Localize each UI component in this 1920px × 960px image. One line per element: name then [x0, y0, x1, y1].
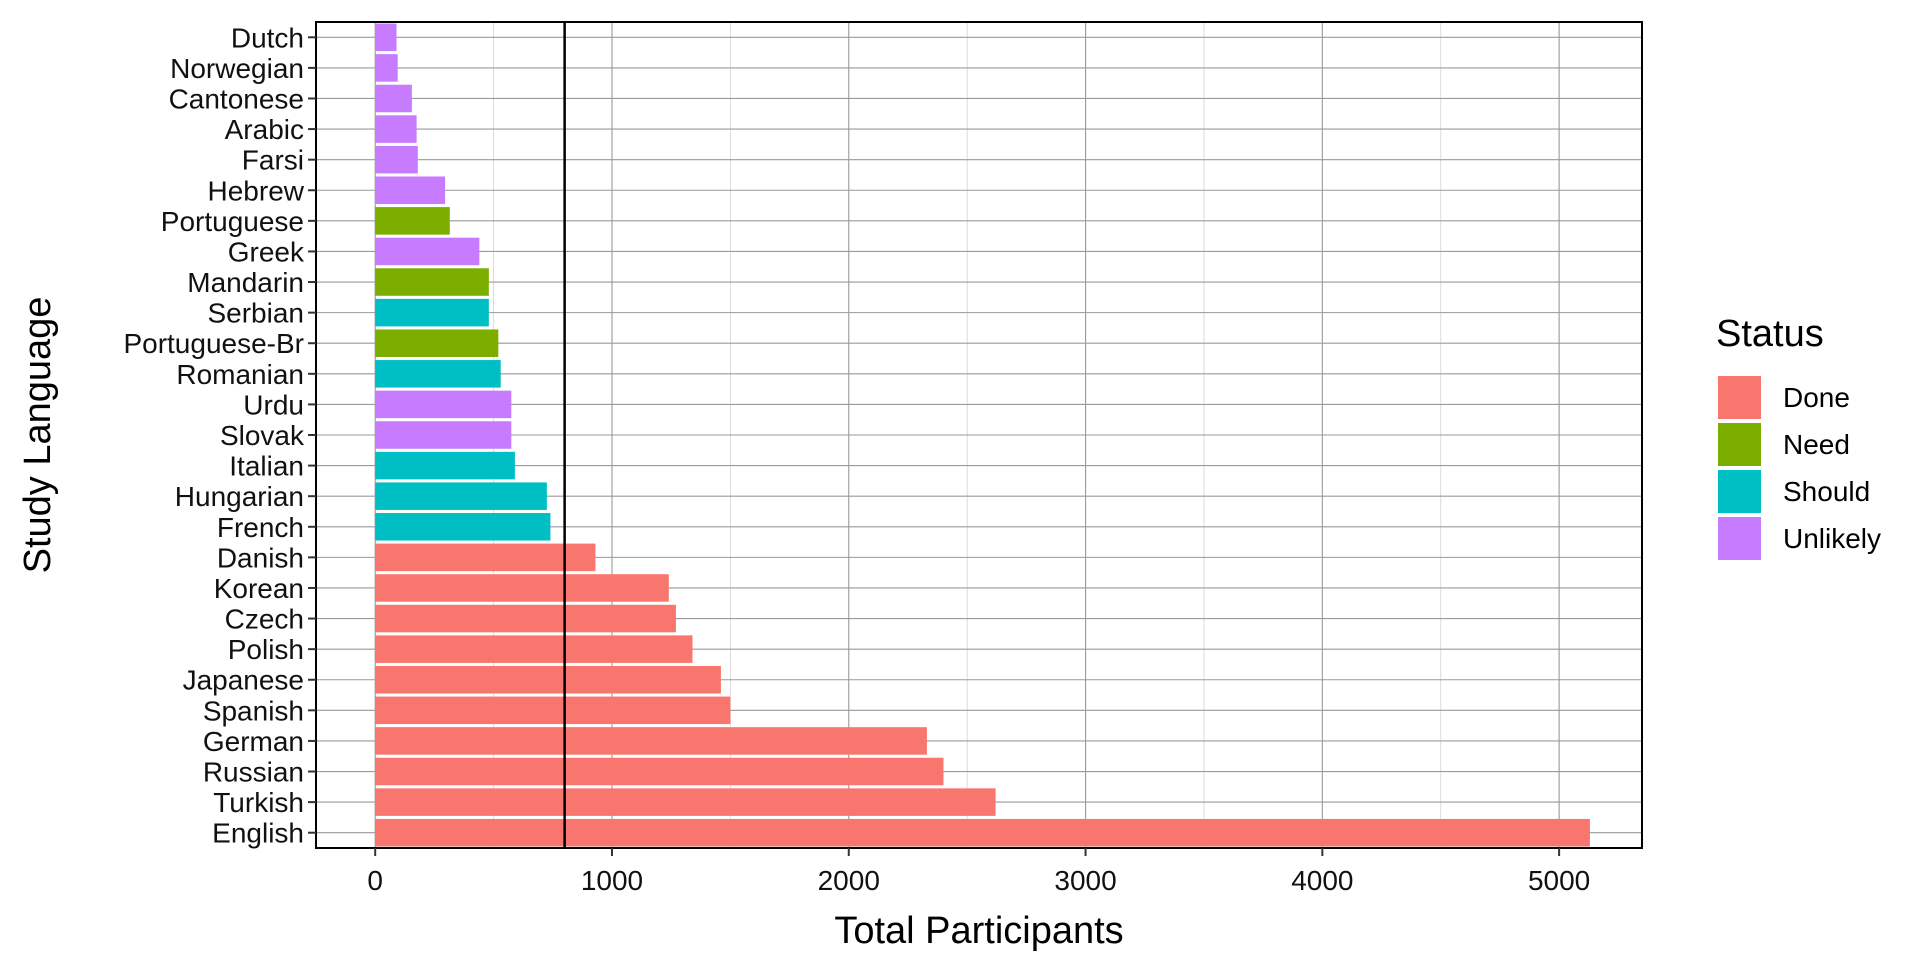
bar-greek — [375, 237, 480, 266]
bar-arabic — [375, 115, 417, 143]
bar-english — [375, 818, 1590, 847]
bar-turkish — [375, 788, 996, 816]
y-axis-title: Study Language — [17, 297, 59, 574]
y-tick-label: Czech — [225, 604, 304, 635]
y-tick-label: Japanese — [183, 665, 304, 696]
y-tick-label: Greek — [228, 236, 305, 267]
y-tick-label: Danish — [217, 542, 304, 573]
bar-norwegian — [375, 54, 398, 82]
legend-label-need: Need — [1783, 429, 1850, 460]
y-tick-label: Cantonese — [169, 83, 304, 114]
y-tick-label: Turkish — [213, 787, 304, 818]
legend-label-should: Should — [1783, 476, 1870, 507]
bar-portuguese — [375, 207, 450, 235]
y-tick-label: Urdu — [243, 389, 304, 420]
bar-danish — [375, 543, 596, 572]
legend-title: Status — [1716, 313, 1824, 355]
bar-cantonese — [375, 84, 412, 113]
legend-swatch-done — [1718, 376, 1761, 419]
y-tick-label: Korean — [214, 573, 304, 604]
y-tick-label: Polish — [228, 634, 304, 665]
bar-mandarin — [375, 268, 489, 296]
x-axis: 0 1000 2000 3000 4000 5000 — [367, 848, 1590, 896]
bars — [375, 23, 1590, 847]
bar-farsi — [375, 145, 418, 174]
bar-urdu — [375, 390, 512, 419]
legend-label-done: Done — [1783, 382, 1850, 413]
bar-russian — [375, 757, 944, 786]
y-tick-label: Slovak — [220, 420, 305, 451]
y-tick-label: Hebrew — [208, 175, 305, 206]
y-tick-label: Hungarian — [175, 481, 304, 512]
y-tick-label: Spanish — [203, 695, 304, 726]
bar-slovak — [375, 421, 512, 449]
y-tick-label: Italian — [229, 451, 304, 482]
x-tick-label: 3000 — [1054, 865, 1116, 896]
y-tick-label: English — [212, 818, 304, 849]
y-tick-label: Mandarin — [187, 267, 304, 298]
y-tick-label: Norwegian — [170, 53, 304, 84]
y-tick-label: Serbian — [207, 298, 304, 329]
bar-serbian — [375, 298, 489, 327]
y-tick-label: Dutch — [231, 22, 304, 53]
x-tick-label: 5000 — [1528, 865, 1590, 896]
bar-japanese — [375, 665, 721, 694]
y-tick-label: German — [203, 726, 304, 757]
y-axis: DutchNorwegianCantoneseArabicFarsiHebrew… — [123, 22, 316, 849]
bar-spanish — [375, 696, 731, 725]
legend-swatch-should — [1718, 470, 1761, 513]
x-tick-label: 0 — [367, 865, 383, 896]
bar-portuguese-br — [375, 329, 499, 357]
bar-german — [375, 727, 927, 755]
grid-lines — [316, 22, 1642, 848]
legend-swatch-unlikely — [1718, 517, 1761, 560]
x-axis-title: Total Participants — [834, 910, 1123, 952]
y-tick-label: Russian — [203, 757, 304, 788]
bar-italian — [375, 451, 515, 480]
bar-czech — [375, 604, 676, 633]
y-tick-label: Portuguese — [161, 206, 304, 237]
bar-hungarian — [375, 482, 547, 510]
bar-dutch — [375, 23, 397, 52]
bar-french — [375, 513, 551, 541]
x-tick-label: 2000 — [818, 865, 880, 896]
legend: Status Done Need Should Unlikely — [1716, 313, 1881, 560]
x-tick-label: 1000 — [581, 865, 643, 896]
legend-label-unlikely: Unlikely — [1783, 523, 1881, 554]
bar-romanian — [375, 360, 501, 388]
bar-hebrew — [375, 176, 446, 205]
bar-korean — [375, 574, 669, 602]
y-tick-label: Arabic — [225, 114, 304, 145]
y-tick-label: Romanian — [176, 359, 304, 390]
x-tick-label: 4000 — [1291, 865, 1353, 896]
bar-polish — [375, 635, 693, 663]
y-tick-label: Portuguese-Br — [123, 328, 304, 359]
y-tick-label: Farsi — [242, 145, 304, 176]
y-tick-label: French — [217, 512, 304, 543]
legend-swatch-need — [1718, 423, 1761, 466]
